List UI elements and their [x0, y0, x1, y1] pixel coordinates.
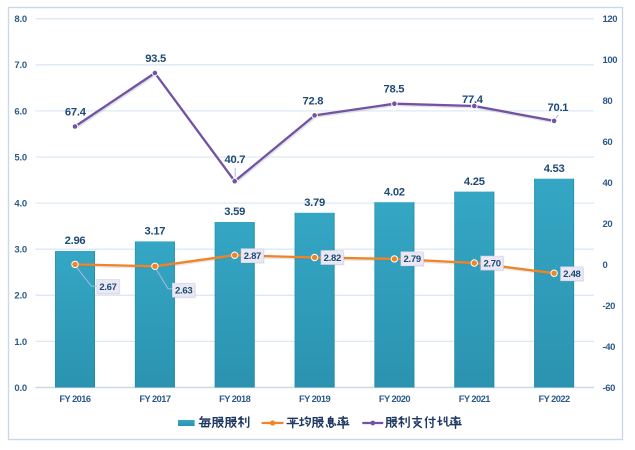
svg-text:3.17: 3.17 — [145, 226, 166, 238]
svg-text:77.4: 77.4 — [462, 94, 484, 106]
svg-text:4.02: 4.02 — [384, 186, 405, 198]
svg-text:80: 80 — [603, 96, 613, 107]
svg-text:FY 2018: FY 2018 — [219, 394, 251, 404]
svg-text:93.5: 93.5 — [145, 53, 166, 65]
svg-text:20: 20 — [603, 219, 613, 230]
svg-text:2.63: 2.63 — [175, 286, 192, 297]
svg-text:8.0: 8.0 — [14, 14, 27, 25]
svg-text:5.0: 5.0 — [14, 152, 27, 163]
svg-text:2.82: 2.82 — [324, 253, 341, 264]
svg-text:40: 40 — [603, 178, 613, 189]
svg-text:2.79: 2.79 — [404, 254, 421, 265]
svg-text:2.87: 2.87 — [244, 251, 261, 262]
svg-text:-60: -60 — [603, 383, 616, 394]
svg-text:2.96: 2.96 — [65, 235, 86, 247]
svg-text:2.67: 2.67 — [99, 282, 116, 293]
svg-text:2.70: 2.70 — [483, 258, 500, 269]
svg-text:FY 2016: FY 2016 — [59, 394, 91, 404]
svg-text:FY 2022: FY 2022 — [539, 394, 571, 404]
svg-text:FY 2019: FY 2019 — [299, 394, 331, 404]
svg-text:6.0: 6.0 — [14, 106, 27, 117]
svg-text:-20: -20 — [603, 301, 616, 312]
svg-text:72.8: 72.8 — [303, 96, 324, 108]
svg-text:2.0: 2.0 — [14, 291, 27, 302]
svg-text:120: 120 — [603, 14, 618, 25]
svg-text:2.48: 2.48 — [563, 269, 580, 280]
svg-text:FY 2020: FY 2020 — [379, 394, 411, 404]
svg-text:4.0: 4.0 — [14, 199, 27, 210]
svg-text:100: 100 — [603, 55, 618, 66]
svg-text:67.4: 67.4 — [65, 107, 87, 119]
svg-text:60: 60 — [603, 137, 613, 148]
svg-text:4.25: 4.25 — [464, 176, 485, 188]
svg-text:3.59: 3.59 — [224, 206, 245, 218]
svg-text:FY 2017: FY 2017 — [139, 394, 171, 404]
svg-text:0: 0 — [603, 260, 608, 271]
svg-text:-40: -40 — [603, 342, 616, 353]
svg-text:0.0: 0.0 — [14, 383, 27, 394]
svg-text:3.79: 3.79 — [304, 197, 325, 209]
svg-text:40.7: 40.7 — [225, 154, 246, 166]
svg-text:4.53: 4.53 — [544, 163, 565, 175]
svg-text:1.0: 1.0 — [14, 337, 27, 348]
svg-text:7.0: 7.0 — [14, 60, 27, 71]
svg-text:78.5: 78.5 — [384, 84, 405, 96]
svg-text:FY 2021: FY 2021 — [459, 394, 491, 404]
svg-text:3.0: 3.0 — [14, 245, 27, 256]
svg-text:70.1: 70.1 — [548, 102, 569, 114]
